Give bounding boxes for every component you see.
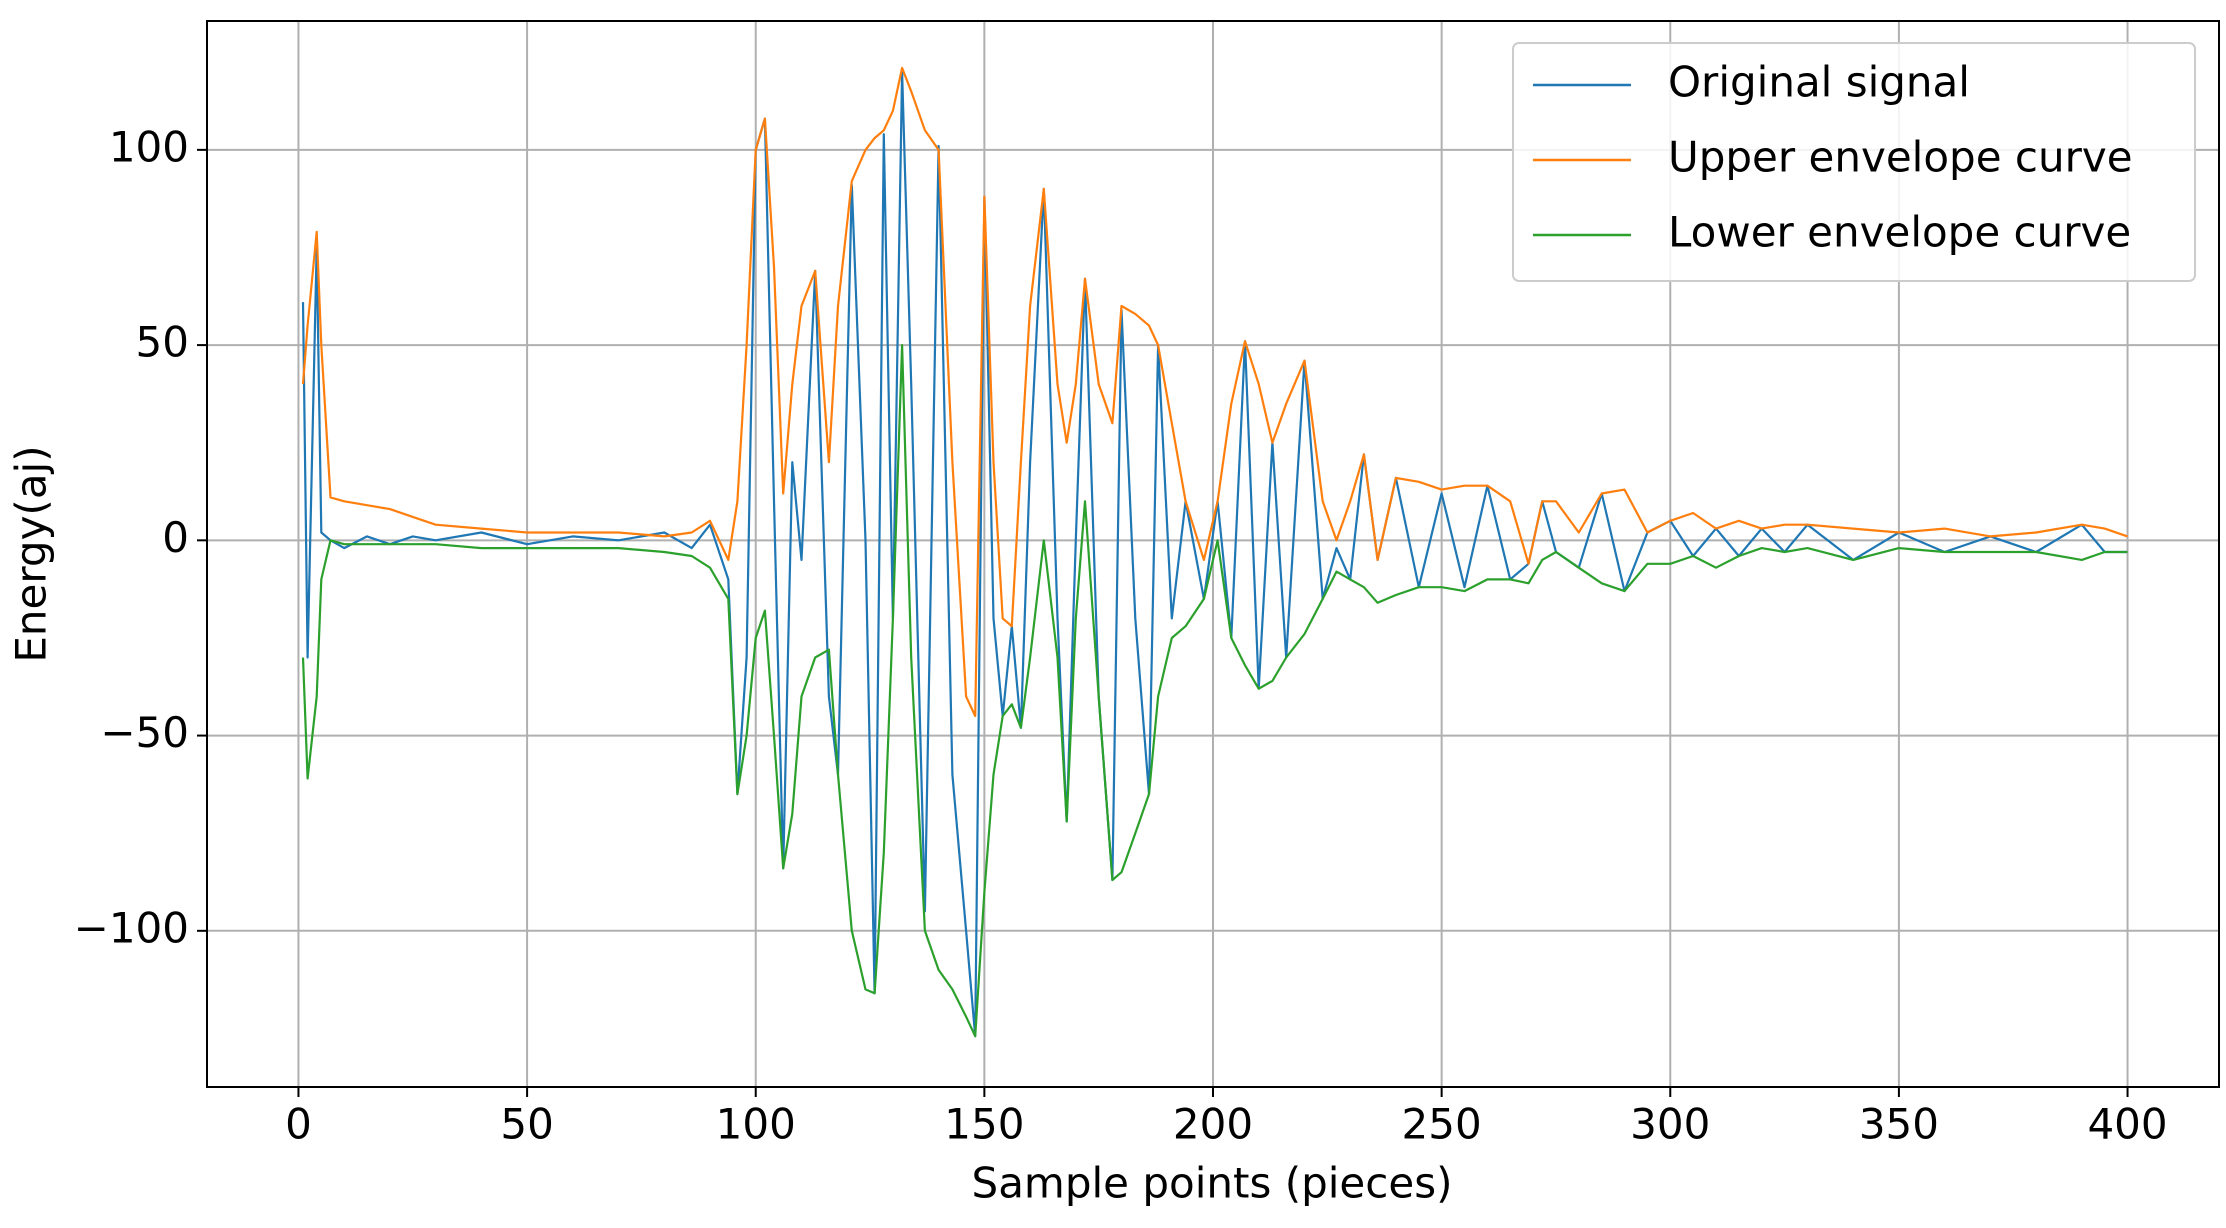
y-tick-label: −100 [74, 903, 189, 952]
series-line [301, 344, 2128, 1038]
x-tick-label: 50 [500, 1100, 553, 1149]
legend-label: Lower envelope curve [1668, 208, 2131, 257]
legend-label: Original signal [1668, 58, 1970, 107]
x-tick-label: 350 [1859, 1100, 1939, 1149]
legend-box [1512, 42, 2196, 282]
y-tick-label: 50 [136, 318, 189, 367]
y-tick-label: −50 [100, 708, 189, 757]
series-line [301, 66, 2128, 718]
y-tick-label: 0 [162, 513, 189, 562]
legend-label: Upper envelope curve [1668, 133, 2133, 182]
y-axis-label: Energy(aj) [7, 445, 56, 662]
y-tick-label: 100 [109, 122, 189, 171]
x-axis-label: Sample points (pieces) [972, 1159, 1453, 1208]
series-line [301, 70, 2128, 1038]
legend: Original signal Upper envelope curve Lower… [1512, 42, 2196, 282]
x-tick-label: 0 [285, 1100, 312, 1149]
x-tick-label: 300 [1630, 1100, 1710, 1149]
x-tick-label: 250 [1402, 1100, 1482, 1149]
plot-frame [206, 20, 2220, 1088]
x-tick-label: 200 [1173, 1100, 1253, 1149]
x-tick-label: 150 [944, 1100, 1024, 1149]
x-tick-label: 400 [2087, 1100, 2167, 1149]
x-tick-label: 100 [716, 1100, 796, 1149]
